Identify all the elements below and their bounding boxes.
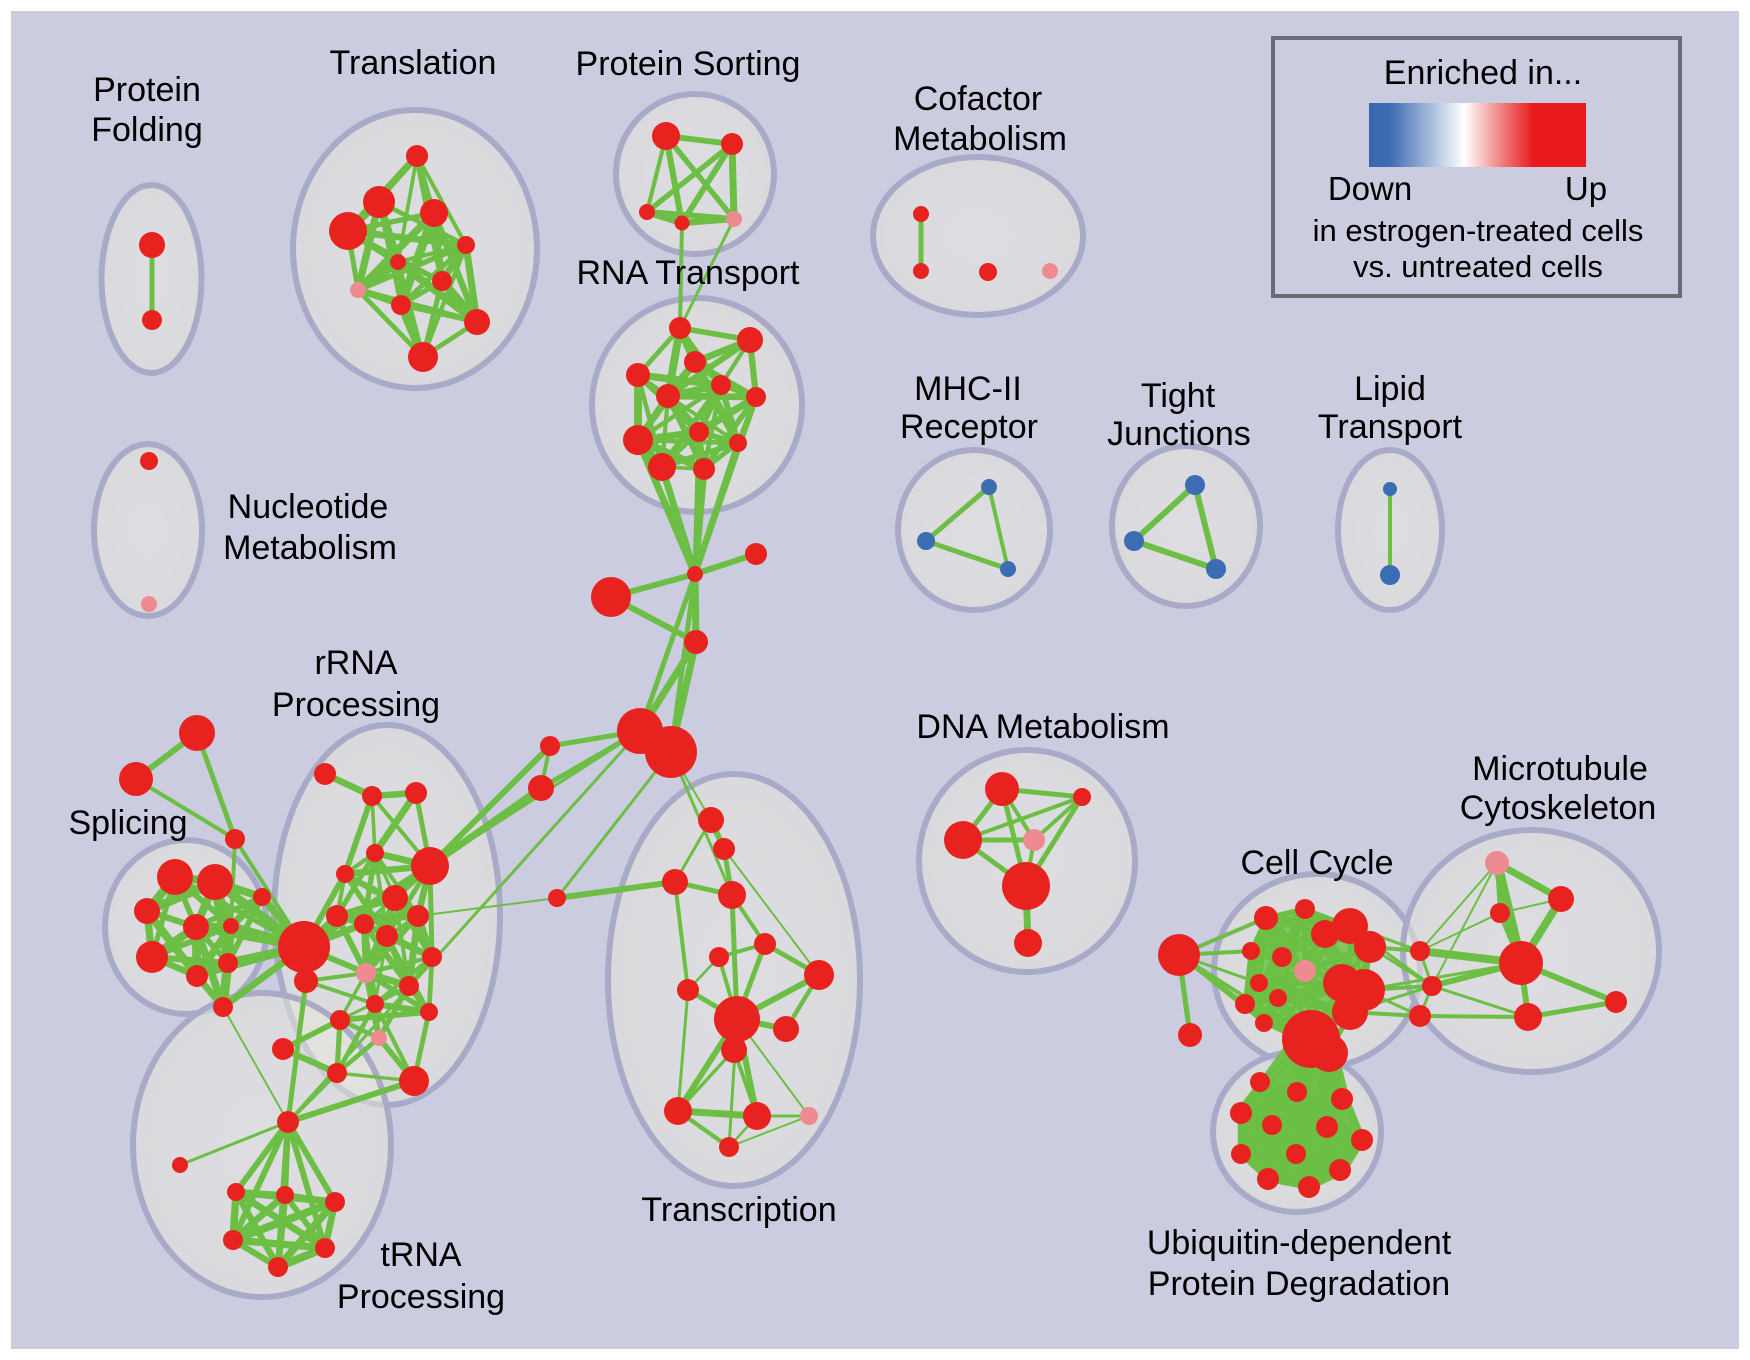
svg-text:Enriched in...: Enriched in...	[1384, 54, 1582, 92]
svg-text:Transport: Transport	[1318, 408, 1463, 446]
svg-text:Up: Up	[1565, 170, 1607, 207]
svg-text:Cofactor: Cofactor	[914, 80, 1043, 118]
svg-text:Microtubule: Microtubule	[1472, 750, 1648, 788]
svg-text:Cytoskeleton: Cytoskeleton	[1460, 789, 1657, 827]
svg-text:Cell Cycle: Cell Cycle	[1240, 844, 1393, 882]
svg-text:in estrogen-treated cells: in estrogen-treated cells	[1313, 213, 1644, 248]
svg-text:Protein: Protein	[93, 71, 201, 109]
svg-text:tRNA: tRNA	[380, 1236, 462, 1274]
svg-text:rRNA: rRNA	[314, 644, 397, 682]
svg-text:Folding: Folding	[91, 111, 203, 149]
svg-text:Splicing: Splicing	[68, 804, 187, 842]
svg-text:Ubiquitin-dependent: Ubiquitin-dependent	[1147, 1224, 1452, 1262]
svg-text:Nucleotide: Nucleotide	[228, 488, 389, 526]
svg-text:MHC-II: MHC-II	[914, 370, 1022, 408]
svg-text:Protein Sorting: Protein Sorting	[576, 45, 801, 83]
svg-text:Junctions: Junctions	[1107, 415, 1251, 453]
svg-text:Metabolism: Metabolism	[223, 529, 397, 567]
svg-text:Protein Degradation: Protein Degradation	[1148, 1265, 1450, 1303]
svg-text:Lipid: Lipid	[1354, 370, 1426, 408]
svg-text:RNA Transport: RNA Transport	[577, 254, 801, 292]
svg-text:Down: Down	[1328, 170, 1412, 207]
svg-text:Receptor: Receptor	[900, 408, 1038, 446]
svg-text:Processing: Processing	[272, 686, 440, 724]
svg-text:Tight: Tight	[1141, 377, 1216, 415]
svg-text:Transcription: Transcription	[641, 1191, 836, 1229]
svg-text:Translation: Translation	[330, 44, 497, 82]
svg-text:Processing: Processing	[337, 1278, 505, 1316]
svg-text:DNA Metabolism: DNA Metabolism	[916, 708, 1169, 746]
svg-text:vs. untreated cells: vs. untreated cells	[1353, 249, 1603, 284]
svg-text:Metabolism: Metabolism	[893, 120, 1067, 158]
